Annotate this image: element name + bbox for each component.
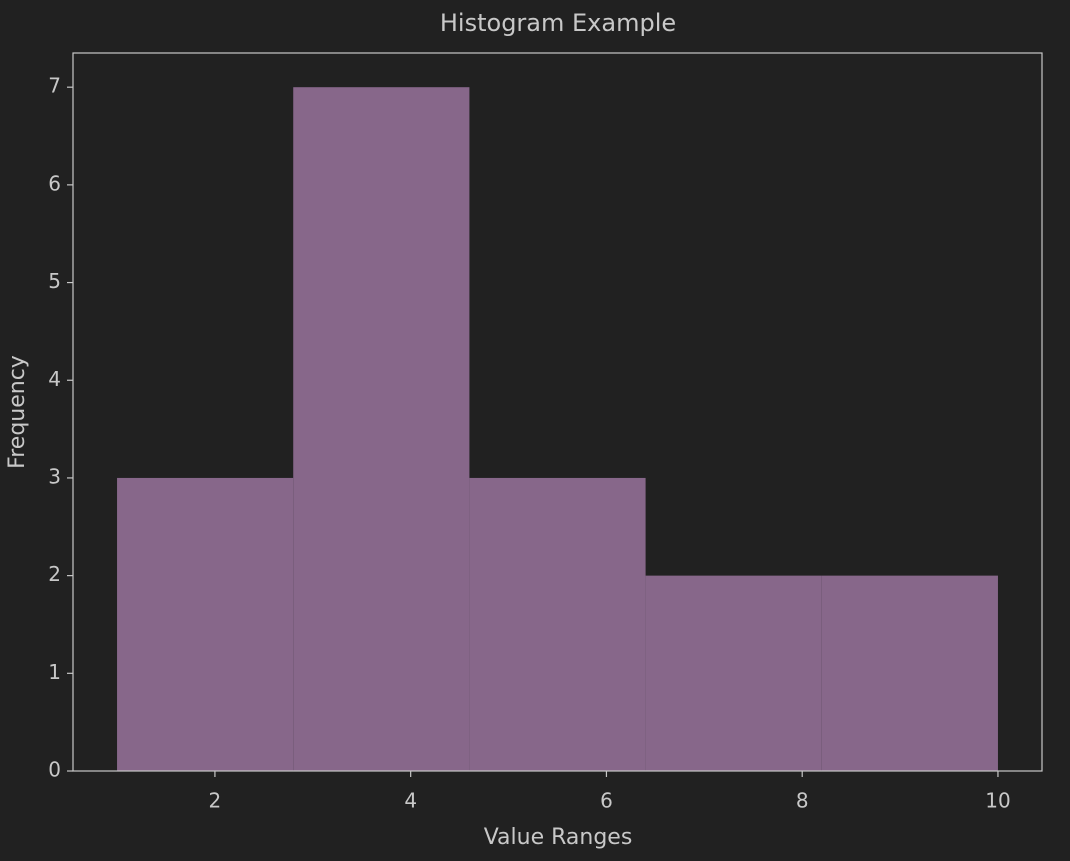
y-tick-label: 6 [48,171,61,195]
chart-title: Histogram Example [440,9,676,37]
y-tick-label: 1 [48,660,61,684]
bar [821,575,998,771]
x-tick-label: 6 [600,789,613,813]
x-tick-label: 10 [985,789,1010,813]
y-tick-label: 4 [48,367,61,391]
bar [645,575,822,771]
x-axis-label: Value Ranges [484,825,633,850]
y-tick-label: 7 [48,74,61,98]
axes-frame [72,52,1043,772]
bar [117,477,294,771]
x-tick-label: 4 [404,789,417,813]
bar [469,477,646,771]
y-tick-label: 0 [48,758,61,782]
bar [293,87,470,771]
y-tick-label: 3 [48,464,61,488]
y-tick-label: 5 [48,269,61,293]
y-axis-label: Frequency [5,355,30,469]
x-tick-label: 8 [796,789,809,813]
x-tick-label: 2 [209,789,222,813]
y-tick-label: 2 [48,562,61,586]
